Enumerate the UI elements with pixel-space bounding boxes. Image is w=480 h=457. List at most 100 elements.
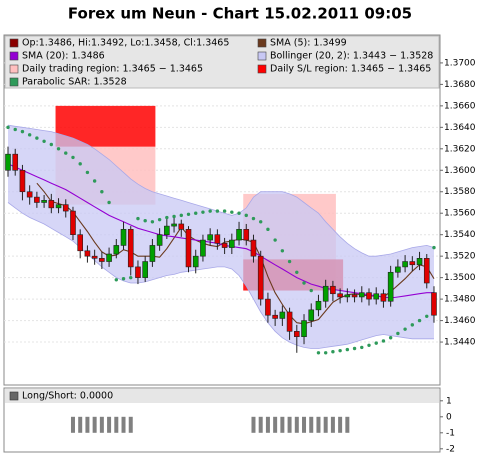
legend-swatch xyxy=(9,51,19,61)
candle-body xyxy=(366,292,372,300)
candle-body xyxy=(416,258,423,266)
candle-body xyxy=(409,261,416,266)
sar-dot xyxy=(230,210,234,214)
candle-body xyxy=(185,229,192,268)
sar-dot xyxy=(13,127,17,132)
candle-body xyxy=(106,253,112,262)
bar xyxy=(287,416,292,433)
y-tick-label: 1.3660 xyxy=(444,101,476,111)
candle-body xyxy=(250,239,257,257)
candle-body xyxy=(322,285,329,302)
candle-body xyxy=(164,225,170,235)
sar-dot xyxy=(85,170,90,175)
bar xyxy=(316,416,321,433)
sar-dot xyxy=(266,227,270,232)
sar-dot xyxy=(237,211,241,215)
sar-dot xyxy=(136,216,140,221)
candle-body xyxy=(431,292,437,316)
sar-dot xyxy=(42,139,46,143)
candle-body xyxy=(84,250,91,257)
candle-body xyxy=(387,271,394,302)
bar xyxy=(330,416,335,433)
candle-body xyxy=(70,210,76,235)
candle-body xyxy=(34,196,40,203)
candle-body xyxy=(113,245,120,255)
legend-label: Op:1.3486, Hi:1.3492, Lo:1.3458, Cl:1.34… xyxy=(22,38,229,49)
sar-dot xyxy=(129,275,133,280)
candle-body xyxy=(149,245,156,262)
sar-dot xyxy=(179,213,183,218)
sar-dot xyxy=(367,343,371,347)
candle-body xyxy=(373,293,380,300)
bar xyxy=(85,416,90,433)
sar-dot xyxy=(71,155,75,160)
bar xyxy=(92,416,97,433)
chart-title: Forex um Neun - Chart 15.02.2011 09:05 xyxy=(68,5,412,23)
sar-dot xyxy=(143,219,147,223)
bar xyxy=(302,416,307,433)
sar-dot xyxy=(338,348,342,353)
candle-body xyxy=(178,223,185,230)
sar-dot xyxy=(251,216,256,221)
bar xyxy=(338,416,343,433)
candle-body xyxy=(171,223,177,227)
sar-dot xyxy=(432,245,436,250)
candle-body xyxy=(243,229,250,241)
sar-dot xyxy=(410,323,415,327)
sar-dot xyxy=(186,212,191,216)
candle-body xyxy=(395,266,401,273)
sar-dot xyxy=(78,162,82,166)
legend-box xyxy=(5,389,439,403)
candle-body xyxy=(358,292,365,298)
candle-body xyxy=(207,234,213,241)
sar-dot xyxy=(100,190,104,194)
y-tick-label: 1.3600 xyxy=(444,166,476,176)
bar xyxy=(294,416,299,433)
candle-body xyxy=(265,298,271,316)
sar-dot xyxy=(121,277,126,281)
bar xyxy=(309,416,314,433)
sar-dot xyxy=(273,238,277,242)
candle-body xyxy=(48,200,55,209)
legend-swatch xyxy=(9,77,19,87)
y-tick-label: 1.3700 xyxy=(444,58,476,68)
y-tick-label: -2 xyxy=(446,444,455,454)
candle-body xyxy=(200,239,206,257)
sar-dot xyxy=(417,318,422,323)
sar-dot xyxy=(374,341,378,345)
candle-body xyxy=(423,258,430,284)
sar-dot xyxy=(345,347,350,352)
bar xyxy=(107,416,112,433)
legend-label: SMA (20): 1.3486 xyxy=(22,51,105,62)
sar-dot xyxy=(150,220,155,224)
sar-dot xyxy=(64,151,68,155)
sar-dot xyxy=(259,220,263,224)
bar xyxy=(323,416,328,433)
candle-body xyxy=(315,300,322,311)
sar-dot xyxy=(222,209,227,213)
bar xyxy=(280,416,285,433)
sar-dot xyxy=(35,136,39,140)
candle-body xyxy=(62,204,69,212)
y-tick-label: 1.3520 xyxy=(444,252,476,262)
legend-swatch xyxy=(257,64,267,74)
y-tick-label: 1.3540 xyxy=(444,230,476,240)
sar-dot xyxy=(194,211,198,215)
candle-body xyxy=(19,169,26,193)
sar-dot xyxy=(165,215,169,220)
legend-swatch xyxy=(257,38,267,48)
candle-body xyxy=(77,234,83,252)
legend-swatch xyxy=(9,64,19,74)
legend-label: Parabolic SAR: 1.3528 xyxy=(22,77,127,88)
y-tick-label: 1.3440 xyxy=(444,338,476,348)
candle-body xyxy=(91,255,98,259)
candle-body xyxy=(301,320,307,337)
candle-body xyxy=(41,200,47,203)
bar xyxy=(258,416,263,433)
legend-label: SMA (5): 1.3499 xyxy=(270,38,347,49)
sar-dot xyxy=(27,133,32,137)
y-tick-label: 1.3640 xyxy=(444,123,476,133)
legend-label: Long/Short: 0.0000 xyxy=(22,391,113,402)
candle-body xyxy=(402,261,408,268)
candle-body xyxy=(236,229,242,241)
